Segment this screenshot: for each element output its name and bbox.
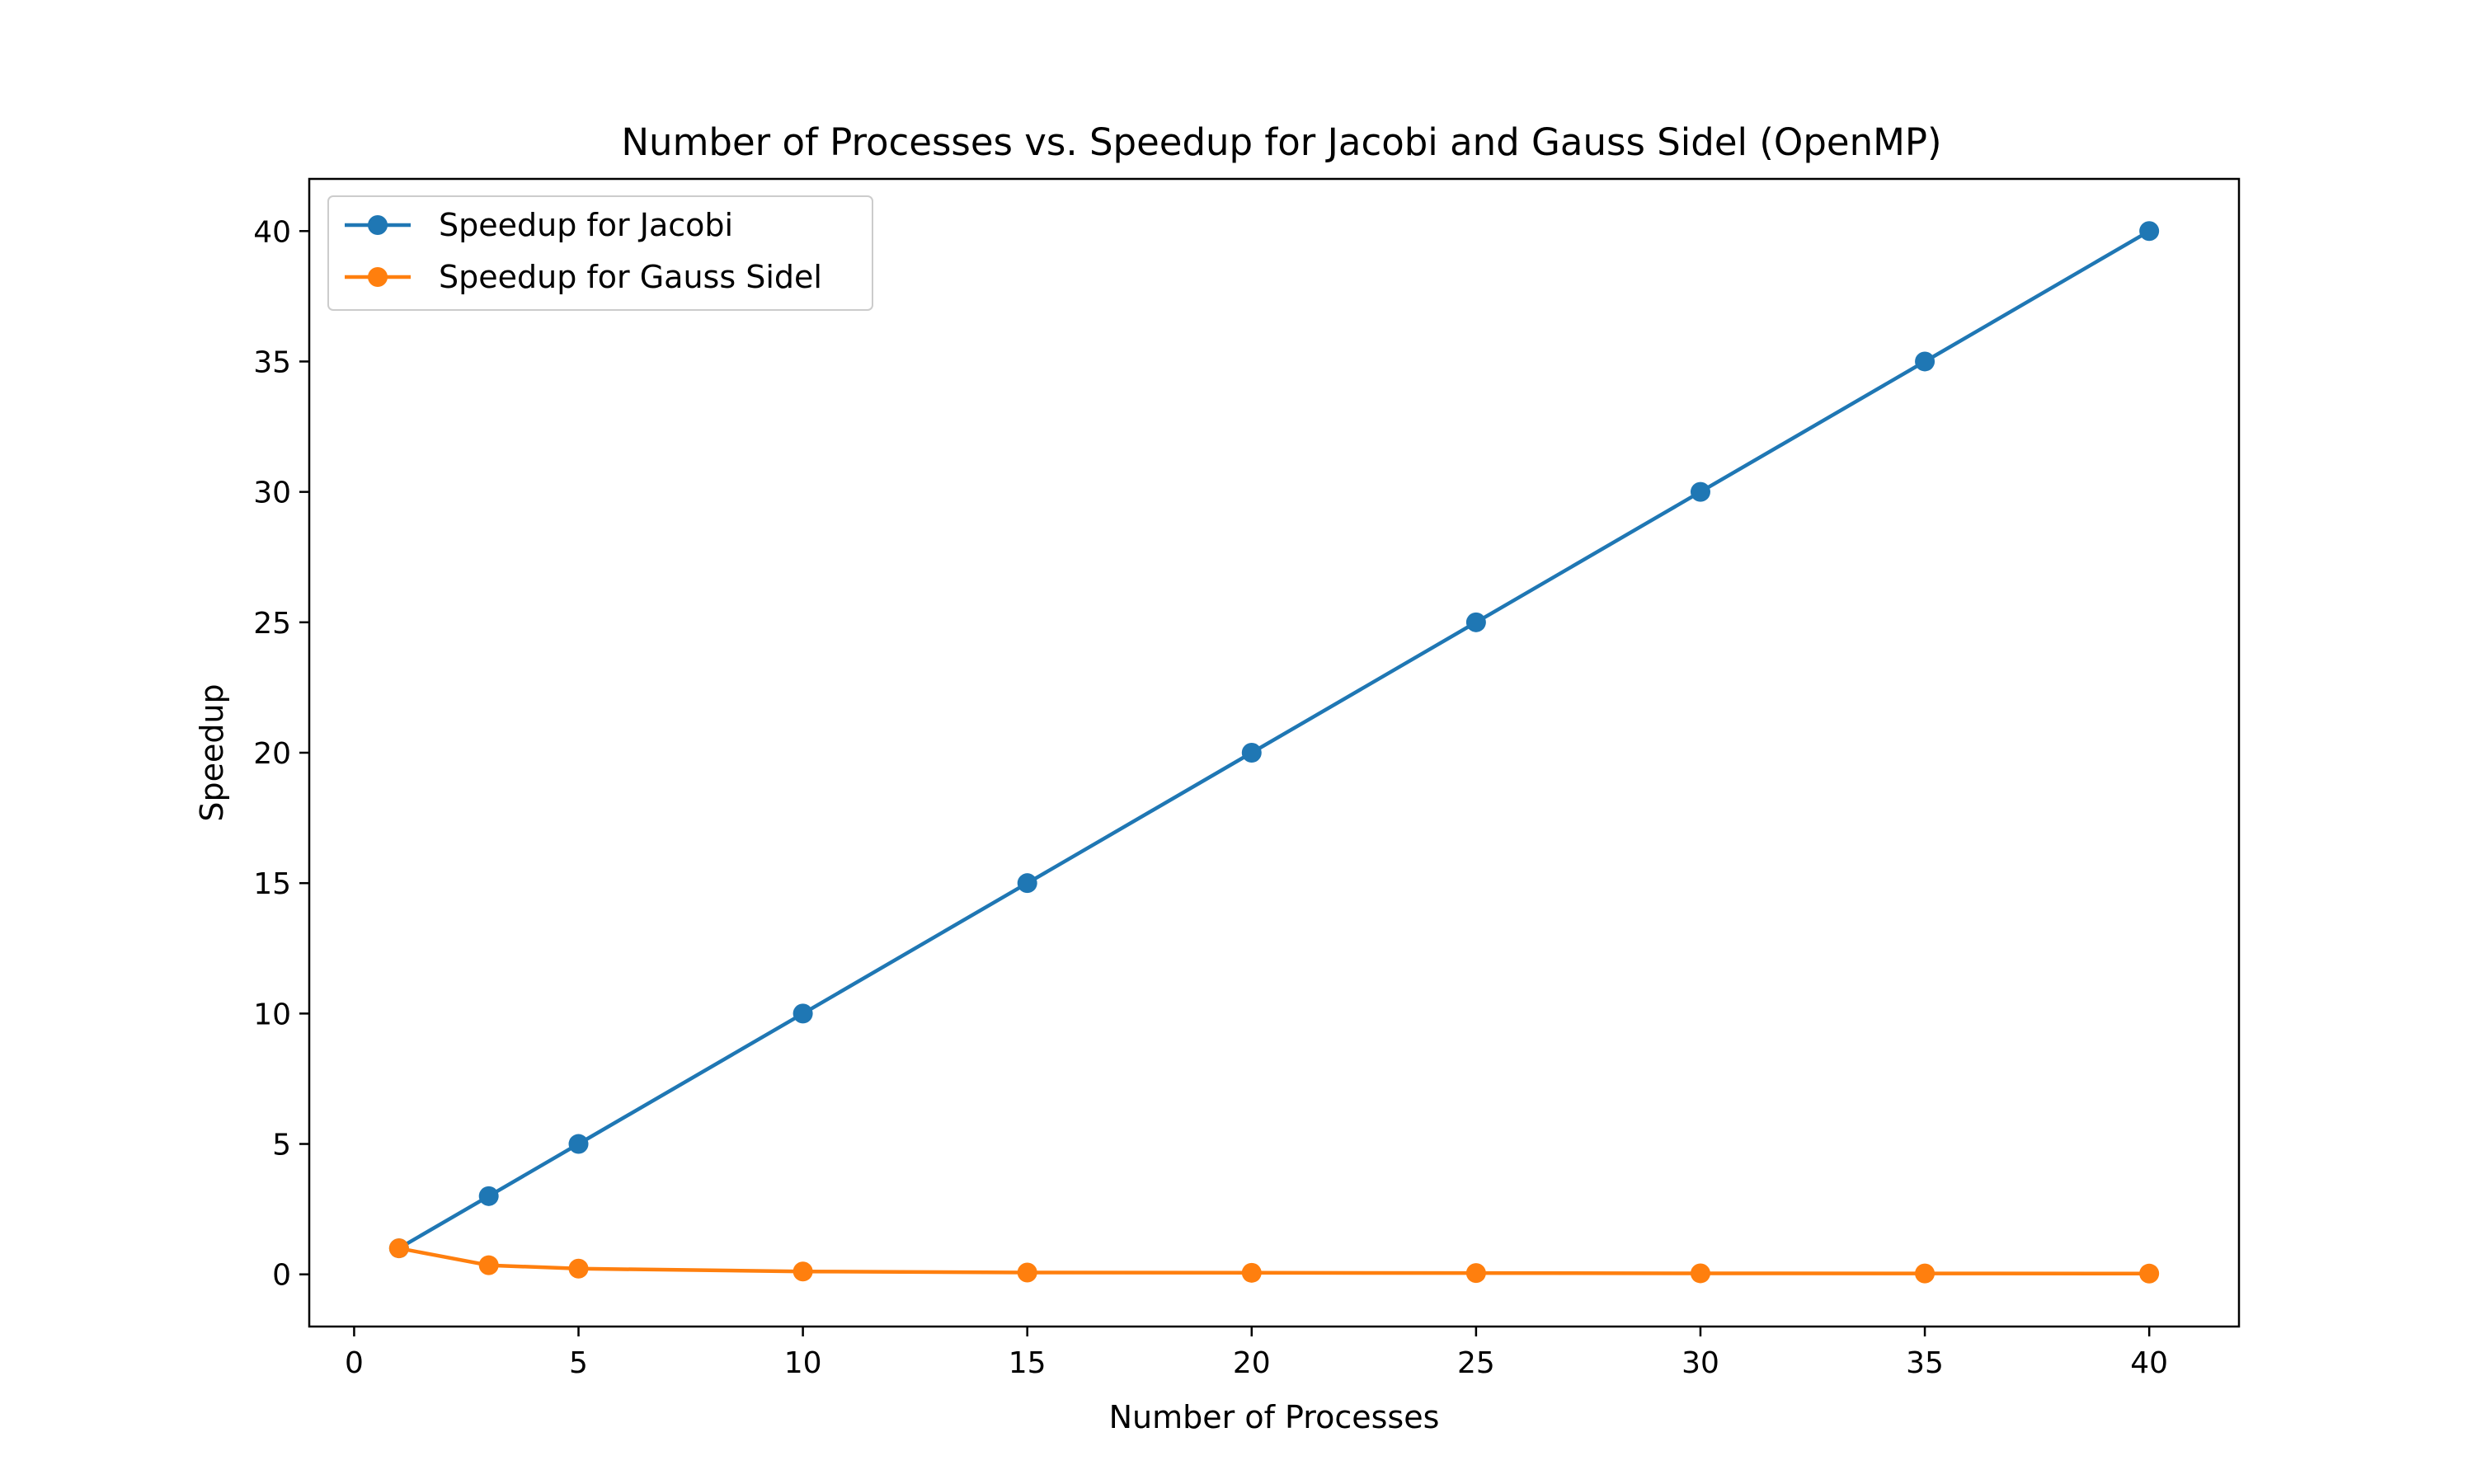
y-tick-label: 40 bbox=[253, 215, 291, 249]
y-tick-label: 15 bbox=[253, 867, 291, 901]
plot-area bbox=[388, 221, 2160, 1284]
x-tick-label: 35 bbox=[1906, 1346, 1944, 1380]
data-point-gauss-sidel bbox=[1465, 1263, 1486, 1284]
y-tick-label: 35 bbox=[253, 345, 291, 379]
data-point-gauss-sidel bbox=[388, 1238, 409, 1259]
legend-marker-jacobi bbox=[368, 215, 388, 235]
data-point-jacobi bbox=[568, 1134, 589, 1154]
data-point-jacobi bbox=[2139, 221, 2160, 242]
x-tick-label: 25 bbox=[1457, 1346, 1495, 1380]
series-line-gauss-sidel bbox=[398, 1246, 2150, 1276]
data-point-jacobi bbox=[1241, 743, 1262, 763]
data-point-jacobi bbox=[1690, 481, 1710, 502]
data-point-gauss-sidel bbox=[1241, 1262, 1262, 1283]
y-tick-label: 25 bbox=[253, 607, 291, 641]
data-point-gauss-sidel bbox=[568, 1258, 589, 1279]
data-point-gauss-sidel bbox=[793, 1261, 813, 1282]
legend-label-gauss-sidel: Speedup for Gauss Sidel bbox=[439, 259, 822, 295]
x-tick-label: 30 bbox=[1681, 1346, 1719, 1380]
y-tick-label: 5 bbox=[272, 1129, 291, 1162]
data-point-jacobi bbox=[478, 1186, 499, 1206]
x-tick-label: 40 bbox=[2130, 1346, 2168, 1380]
legend: Speedup for Jacobi Speedup for Gauss Side… bbox=[327, 195, 873, 311]
data-point-jacobi bbox=[1017, 873, 1037, 894]
y-tick-label: 20 bbox=[253, 737, 291, 771]
y-axis-label: Speedup bbox=[194, 683, 230, 821]
data-point-gauss-sidel bbox=[2139, 1263, 2160, 1284]
x-tick-label: 0 bbox=[345, 1346, 364, 1380]
x-tick-label: 20 bbox=[1233, 1346, 1271, 1380]
data-point-gauss-sidel bbox=[1017, 1262, 1037, 1283]
y-tick-label: 10 bbox=[253, 998, 291, 1031]
data-point-gauss-sidel bbox=[1915, 1263, 1935, 1284]
data-point-gauss-sidel bbox=[478, 1255, 499, 1275]
legend-box bbox=[327, 195, 873, 311]
data-point-gauss-sidel bbox=[1690, 1263, 1710, 1284]
series-line-jacobi bbox=[397, 229, 2151, 1251]
y-tick-label: 0 bbox=[272, 1259, 291, 1293]
y-tick-label: 30 bbox=[253, 477, 291, 510]
data-point-jacobi bbox=[1465, 612, 1486, 632]
axis-ticks: 0 5 10 15 20 25 30 35 40 0 5 10 15 20 25 30 35 40 bbox=[253, 215, 2168, 1380]
legend-marker-gauss-sidel bbox=[368, 267, 388, 287]
x-axis-label: Number of Processes bbox=[1109, 1399, 1440, 1435]
data-point-jacobi bbox=[793, 1003, 813, 1024]
legend-label-jacobi: Speedup for Jacobi bbox=[439, 207, 733, 243]
x-tick-label: 15 bbox=[1009, 1346, 1047, 1380]
x-tick-label: 10 bbox=[784, 1346, 822, 1380]
x-tick-label: 5 bbox=[569, 1346, 588, 1380]
data-point-jacobi bbox=[1915, 351, 1935, 372]
chart-title: Number of Processes vs. Speedup for Jaco… bbox=[621, 120, 1941, 164]
